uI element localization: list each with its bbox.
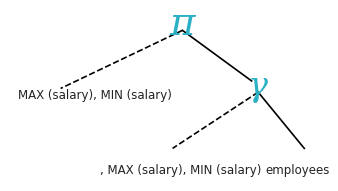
Text: π: π: [170, 6, 195, 43]
Text: , MAX (salary), MIN (salary): , MAX (salary), MIN (salary): [100, 164, 262, 177]
Text: employees: employees: [266, 164, 330, 177]
Text: MAX (salary), MIN (salary): MAX (salary), MIN (salary): [18, 89, 172, 102]
Text: γ: γ: [248, 70, 268, 103]
